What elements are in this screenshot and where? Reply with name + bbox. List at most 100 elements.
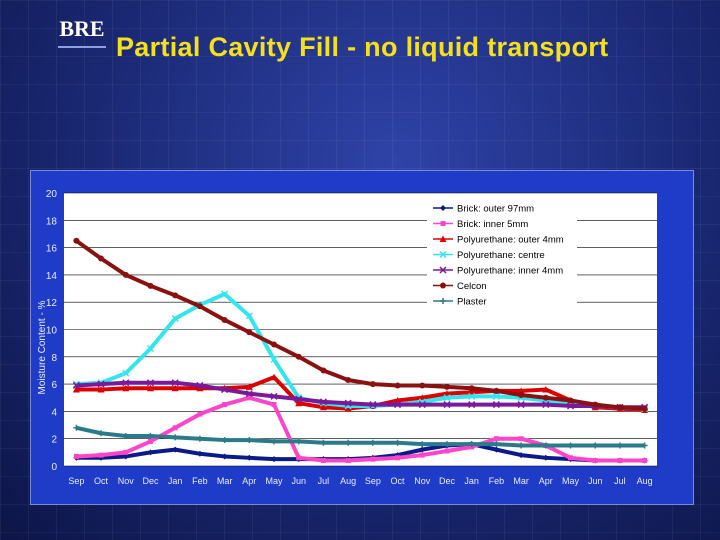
data-point [443, 401, 451, 409]
x-tick-label: Jun [588, 476, 603, 486]
y-tick-label: 6 [51, 380, 57, 391]
data-point [271, 456, 278, 463]
data-point [345, 458, 351, 464]
data-point [542, 401, 550, 409]
series-5 [73, 237, 648, 412]
data-point [419, 452, 425, 458]
data-point [172, 425, 178, 431]
data-point [468, 441, 475, 448]
data-point [492, 401, 500, 409]
data-point [222, 402, 228, 408]
data-point [568, 455, 574, 461]
data-point [493, 441, 500, 448]
data-point [369, 439, 376, 446]
x-tick-label: Apr [539, 476, 553, 486]
data-point [147, 438, 153, 444]
data-point [616, 404, 623, 411]
data-point [616, 442, 623, 449]
series-group [72, 237, 649, 464]
data-point [518, 452, 525, 459]
data-point [171, 384, 179, 392]
data-point [122, 384, 130, 392]
y-tick-label: 16 [46, 244, 58, 255]
x-tick-label: Mar [513, 476, 529, 486]
legend-marker [440, 205, 446, 211]
data-point [245, 390, 253, 398]
x-tick-label: Feb [192, 476, 208, 486]
data-point [320, 439, 327, 446]
data-point [641, 442, 648, 449]
legend: Brick: outer 97mm Brick: inner 5mm Polyure… [427, 199, 577, 312]
data-point [221, 386, 229, 394]
x-tick-labels: Sep Oct Nov Dec Jan Feb Mar Apr May Jun Jul Aug Sep O… [68, 476, 652, 486]
data-point [270, 355, 278, 364]
data-point [246, 329, 253, 336]
data-point [518, 392, 525, 399]
data-point [171, 315, 179, 323]
y-axis-label: Moisture Content - % [37, 300, 48, 394]
legend-label: Polyurethane: inner 4mm [457, 266, 563, 277]
bre-logo: BRE [58, 12, 106, 48]
data-point [122, 369, 130, 377]
data-point [98, 430, 105, 437]
x-tick-label: Jan [168, 476, 183, 486]
data-point [320, 367, 327, 374]
data-point [295, 399, 303, 407]
data-point [443, 441, 450, 448]
data-point [146, 379, 155, 387]
data-point [122, 379, 130, 387]
data-point [369, 381, 376, 388]
data-point [369, 401, 377, 409]
data-point [517, 401, 525, 409]
slide-title: Partial Cavity Fill - no liquid transpor… [116, 32, 609, 62]
data-point [147, 449, 154, 456]
x-tick-label: Aug [637, 476, 653, 486]
data-point [296, 455, 302, 461]
x-tick-label: Dec [142, 476, 159, 486]
data-point [394, 382, 401, 389]
data-point [147, 282, 154, 289]
data-point [196, 435, 203, 442]
chart-frame: 0 2 4 6 8 10 12 14 16 18 20 Sep Oct Nov Dec Jan Feb Mar A… [30, 170, 694, 505]
data-point [270, 373, 278, 381]
data-point [394, 401, 402, 409]
moisture-chart: 0 2 4 6 8 10 12 14 16 18 20 Sep Oct Nov Dec Jan Feb Mar A… [37, 189, 657, 486]
data-point [592, 442, 599, 449]
x-tick-label: Apr [242, 476, 256, 486]
x-tick-label: Jun [291, 476, 306, 486]
legend-marker [439, 266, 447, 274]
x-tick-label: Dec [439, 476, 456, 486]
legend-marker [440, 282, 446, 289]
y-tick-label: 2 [51, 435, 57, 446]
data-point [196, 381, 204, 389]
series-line [75, 425, 645, 448]
data-point [123, 449, 129, 455]
data-point [245, 312, 253, 320]
y-tick-label: 8 [51, 353, 57, 364]
data-point [221, 290, 229, 298]
data-point [394, 439, 401, 446]
data-point [492, 392, 500, 400]
data-point [319, 403, 327, 411]
data-point [295, 353, 302, 360]
data-point [419, 446, 426, 453]
y-tick-label: 4 [51, 407, 57, 418]
data-point [147, 432, 154, 439]
y-tick-label: 18 [46, 216, 58, 227]
y-tick-labels: 0 2 4 6 8 10 12 14 16 18 20 [46, 189, 58, 473]
data-point [345, 377, 352, 384]
data-point [542, 386, 550, 393]
data-point [295, 395, 303, 403]
series-6 [73, 424, 648, 449]
legend-marker [440, 221, 446, 226]
data-point [97, 386, 105, 393]
x-tick-label: Sep [68, 476, 84, 486]
data-point [592, 401, 599, 408]
data-point [444, 448, 450, 454]
x-tick-label: Jul [614, 476, 626, 486]
x-tick-label: Jul [318, 476, 330, 486]
data-point [171, 379, 179, 387]
data-point [245, 383, 253, 390]
data-point [344, 405, 352, 412]
data-point [270, 392, 278, 400]
